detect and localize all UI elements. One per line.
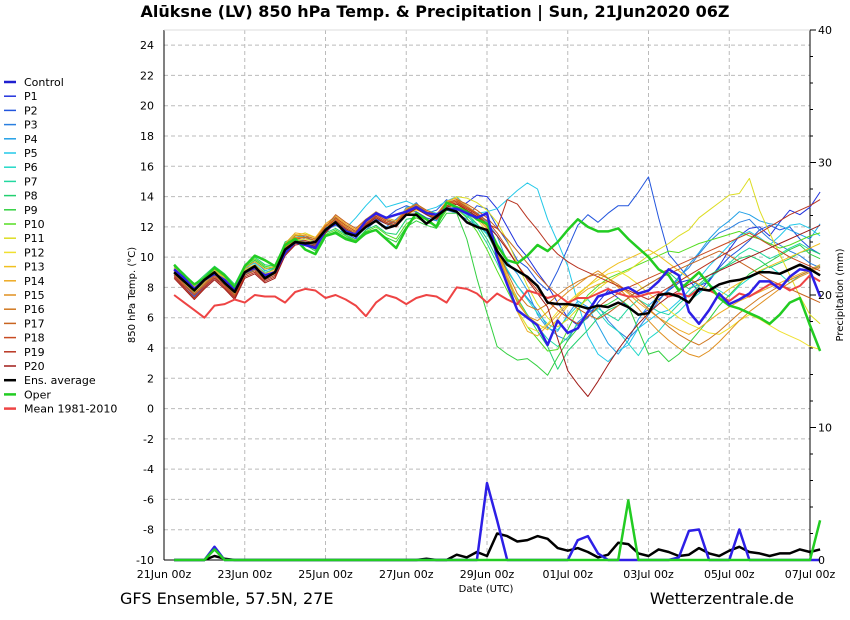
y-tick-label: 8 bbox=[147, 281, 154, 294]
x-tick-label: 05Jul 00z bbox=[704, 568, 755, 581]
legend-label: P14 bbox=[24, 275, 45, 288]
y2-axis-label: Precipitation (mm) bbox=[835, 248, 846, 341]
y-tick-label: 0 bbox=[147, 403, 154, 416]
legend-label: P15 bbox=[24, 289, 45, 302]
y2-tick-label: 20 bbox=[818, 289, 832, 302]
y-tick-label: -6 bbox=[143, 493, 154, 506]
legend-label: P4 bbox=[24, 133, 38, 146]
x-tick-label: 23Jun 00z bbox=[218, 568, 273, 581]
y-tick-label: 16 bbox=[140, 160, 154, 173]
legend-label: P11 bbox=[24, 232, 45, 245]
x-tick-label: 25Jun 00z bbox=[298, 568, 353, 581]
footer-source: Wetterzentrale.de bbox=[650, 589, 794, 608]
y-axis-label: 850 hPa Temp. (°C) bbox=[127, 247, 138, 343]
y-tick-label: 4 bbox=[147, 342, 154, 355]
precip-line-ens-average bbox=[174, 532, 821, 562]
x-axis-label: Date (UTC) bbox=[459, 584, 514, 595]
legend-label: P7 bbox=[24, 175, 38, 188]
legend-label: P19 bbox=[24, 346, 45, 359]
y-tick-label: -2 bbox=[143, 433, 154, 446]
legend-label: P2 bbox=[24, 104, 38, 117]
legend-label: P10 bbox=[24, 218, 45, 231]
legend-label: P6 bbox=[24, 161, 38, 174]
legend-label: Control bbox=[24, 76, 64, 89]
x-tick-label: 07Jul 00z bbox=[785, 568, 836, 581]
y-tick-label: 20 bbox=[140, 100, 154, 113]
y-tick-label: 6 bbox=[147, 312, 154, 325]
y-tick-label: 10 bbox=[140, 251, 154, 264]
y-tick-label: 24 bbox=[140, 39, 154, 52]
legend-label: P1 bbox=[24, 90, 38, 103]
precip-line-oper bbox=[174, 499, 822, 562]
main-series bbox=[173, 201, 822, 352]
series-line-p20 bbox=[173, 203, 821, 397]
y2-tick-label: 40 bbox=[818, 24, 832, 37]
y2-tick-label: 30 bbox=[818, 157, 832, 170]
series-line-ens-average bbox=[173, 207, 821, 316]
legend-label: P3 bbox=[24, 119, 38, 132]
legend-label: P16 bbox=[24, 303, 45, 316]
y-tick-label: 12 bbox=[140, 221, 154, 234]
y-tick-label: -4 bbox=[143, 463, 154, 476]
y2-tick-label: 10 bbox=[818, 422, 832, 435]
legend-label: P13 bbox=[24, 261, 45, 274]
precipitation-series bbox=[174, 481, 822, 562]
legend-label: P20 bbox=[24, 360, 45, 373]
precip-line-control bbox=[174, 481, 821, 562]
x-tick-label: 27Jun 00z bbox=[379, 568, 434, 581]
legend-label: Mean 1981-2010 bbox=[24, 403, 117, 416]
x-tick-label: 29Jun 00z bbox=[460, 568, 515, 581]
y2-tick-label: 0 bbox=[818, 554, 825, 567]
grid-lines bbox=[163, 30, 811, 561]
series-line-mean-1981-2010 bbox=[173, 274, 821, 319]
legend-label: P12 bbox=[24, 246, 45, 259]
legend-label: Ens. average bbox=[24, 374, 96, 387]
y-tick-label: 14 bbox=[140, 191, 154, 204]
chart-title: Alūksne (LV) 850 hPa Temp. & Precipitati… bbox=[140, 2, 729, 22]
legend-label: P18 bbox=[24, 332, 45, 345]
y-tick-label: 18 bbox=[140, 130, 154, 143]
legend-label: P17 bbox=[24, 317, 45, 330]
x-tick-labels: 21Jun 00z 23Jun 00z 25Jun 00z 27Jun 00z 29Ju… bbox=[137, 568, 836, 581]
y2-tick-labels: 0 10 20 30 40 bbox=[818, 24, 832, 567]
legend-label: Oper bbox=[24, 388, 51, 401]
legend-label: P9 bbox=[24, 204, 38, 217]
x-tick-label: 21Jun 00z bbox=[137, 568, 192, 581]
y-tick-label: -8 bbox=[143, 524, 154, 537]
y-tick-label: 2 bbox=[147, 372, 154, 385]
y-tick-label: 22 bbox=[140, 69, 154, 82]
x-tick-label: 03Jul 00z bbox=[623, 568, 674, 581]
legend-label: P5 bbox=[24, 147, 38, 160]
legend-label: P8 bbox=[24, 190, 38, 203]
y-tick-label: -10 bbox=[136, 554, 154, 567]
footer-model-info: GFS Ensemble, 57.5N, 27E bbox=[120, 589, 333, 608]
ensemble-members bbox=[173, 176, 821, 397]
x-tick-label: 01Jul 00z bbox=[542, 568, 593, 581]
